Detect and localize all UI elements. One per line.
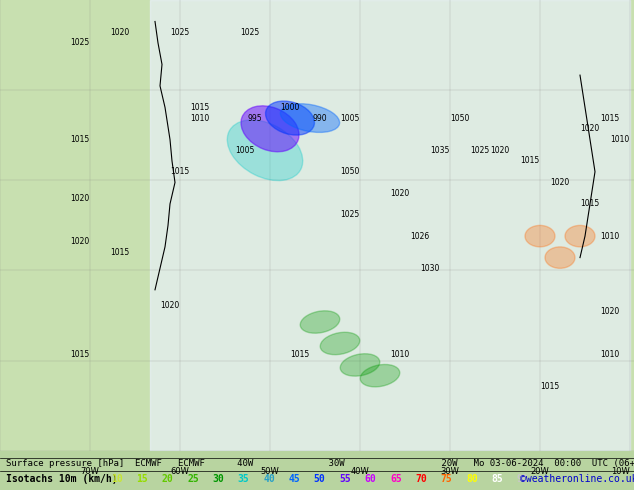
- Text: 1025: 1025: [470, 146, 489, 155]
- Text: 45: 45: [288, 474, 301, 484]
- Ellipse shape: [266, 101, 314, 135]
- Ellipse shape: [340, 354, 380, 376]
- Text: 1010: 1010: [600, 350, 619, 359]
- Text: 1020: 1020: [391, 189, 410, 197]
- Ellipse shape: [525, 225, 555, 247]
- Text: 35: 35: [238, 474, 250, 484]
- Ellipse shape: [565, 225, 595, 247]
- Text: 1010: 1010: [611, 135, 630, 144]
- Text: 1005: 1005: [340, 114, 359, 122]
- Text: 15: 15: [136, 474, 148, 484]
- Text: 1020: 1020: [600, 307, 619, 316]
- Bar: [150, 0, 630, 451]
- Text: 20W: 20W: [531, 467, 550, 476]
- Text: 40: 40: [263, 474, 275, 484]
- Text: 70W: 70W: [81, 467, 100, 476]
- Text: 80: 80: [466, 474, 478, 484]
- Text: 1025: 1025: [340, 210, 359, 219]
- Text: 10: 10: [111, 474, 123, 484]
- Ellipse shape: [545, 247, 575, 269]
- Text: 1020: 1020: [70, 237, 89, 246]
- Ellipse shape: [320, 332, 359, 355]
- Text: 20: 20: [162, 474, 174, 484]
- Text: 1015: 1015: [171, 167, 190, 176]
- Text: 1015: 1015: [600, 114, 619, 122]
- Text: 1010: 1010: [391, 350, 410, 359]
- Text: 55: 55: [339, 474, 351, 484]
- Text: 1015: 1015: [110, 248, 129, 257]
- Text: 1020: 1020: [160, 301, 179, 310]
- Text: Surface pressure [hPa]  ECMWF   ECMWF      40W              30W                 : Surface pressure [hPa] ECMWF ECMWF 40W 3…: [6, 459, 634, 467]
- Text: 1015: 1015: [290, 350, 309, 359]
- Text: 1015: 1015: [190, 103, 210, 112]
- Text: 1010: 1010: [190, 114, 210, 122]
- Text: 1020: 1020: [550, 178, 569, 187]
- Text: 70: 70: [415, 474, 427, 484]
- Ellipse shape: [301, 311, 340, 333]
- Text: 10W: 10W: [611, 467, 630, 476]
- Text: 1025: 1025: [171, 28, 190, 37]
- Text: 1000: 1000: [280, 103, 300, 112]
- Text: 85: 85: [491, 474, 503, 484]
- Text: 1035: 1035: [430, 146, 450, 155]
- Text: 75: 75: [441, 474, 453, 484]
- Text: ©weatheronline.co.uk: ©weatheronline.co.uk: [520, 474, 634, 484]
- Text: 1030: 1030: [420, 264, 440, 273]
- Text: 1050: 1050: [450, 114, 470, 122]
- Text: 25: 25: [187, 474, 199, 484]
- Text: 1005: 1005: [235, 146, 255, 155]
- Text: 1020: 1020: [70, 194, 89, 203]
- Text: 1020: 1020: [580, 124, 600, 133]
- Text: 90: 90: [517, 474, 529, 484]
- Text: 30W: 30W: [441, 467, 460, 476]
- Text: 1015: 1015: [70, 350, 89, 359]
- Ellipse shape: [241, 106, 299, 152]
- Ellipse shape: [280, 104, 340, 132]
- Text: 1010: 1010: [600, 232, 619, 241]
- Text: 1015: 1015: [540, 382, 560, 391]
- Text: 1026: 1026: [410, 232, 430, 241]
- Text: 40W: 40W: [351, 467, 370, 476]
- Text: Isotachs 10m (km/h): Isotachs 10m (km/h): [6, 474, 118, 484]
- Text: 1020: 1020: [490, 146, 510, 155]
- Ellipse shape: [360, 365, 400, 387]
- Text: 60W: 60W: [171, 467, 190, 476]
- Text: 1025: 1025: [70, 38, 89, 48]
- Text: 1015: 1015: [521, 156, 540, 166]
- Text: 50: 50: [314, 474, 326, 484]
- Text: 50W: 50W: [261, 467, 280, 476]
- Text: 1015: 1015: [580, 199, 600, 208]
- Text: 990: 990: [313, 114, 327, 122]
- Text: 1050: 1050: [340, 167, 359, 176]
- Text: 60: 60: [365, 474, 377, 484]
- Ellipse shape: [227, 120, 303, 181]
- Text: 995: 995: [248, 114, 262, 122]
- Text: 1015: 1015: [70, 135, 89, 144]
- Text: 1025: 1025: [240, 28, 260, 37]
- Text: 1020: 1020: [110, 28, 129, 37]
- Text: 65: 65: [390, 474, 402, 484]
- Text: 30: 30: [212, 474, 224, 484]
